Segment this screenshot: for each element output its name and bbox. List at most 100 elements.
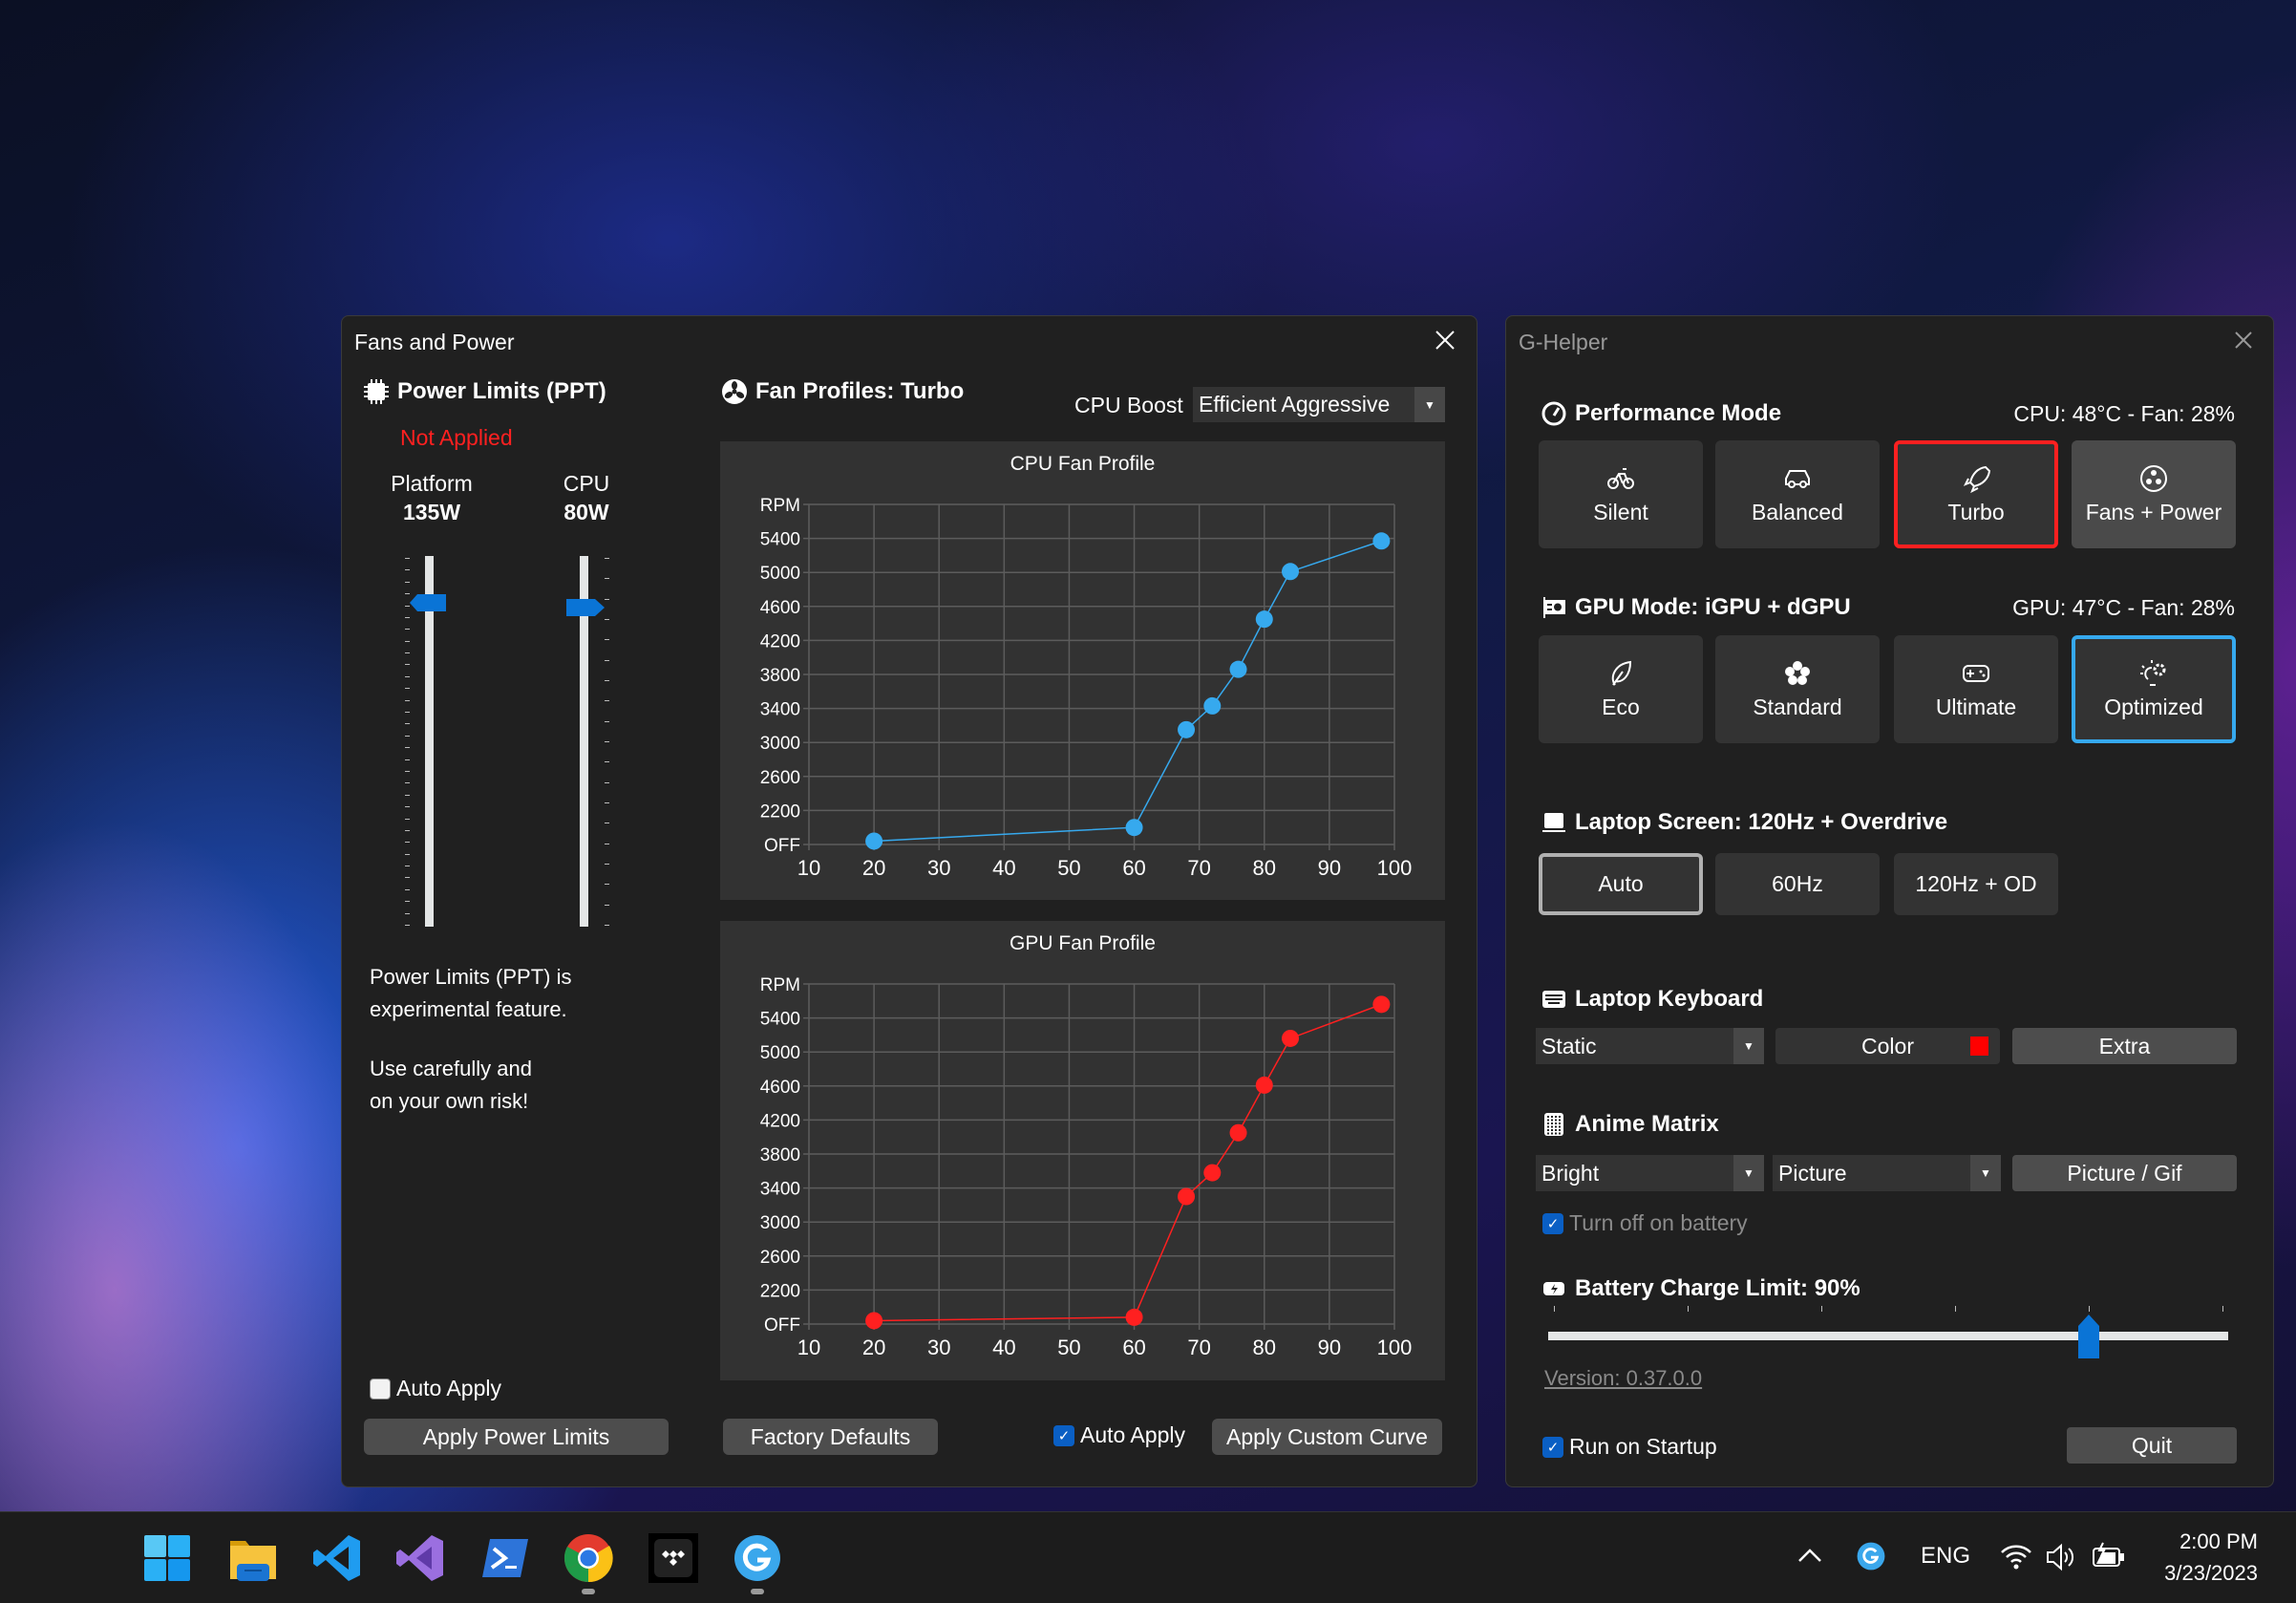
curve-point[interactable] [1125,1308,1143,1326]
chevron-up-icon[interactable] [1796,1547,1823,1564]
curve-point[interactable] [1255,1076,1273,1094]
language-indicator[interactable]: ENG [1921,1543,1971,1569]
mode-button-120hz-od[interactable]: 120Hz + OD [1894,853,2058,915]
keyboard-mode-select[interactable]: Static ▼ [1536,1028,1764,1064]
vscode-icon[interactable] [312,1533,362,1583]
speedometer-icon [1541,401,1566,426]
slider-track[interactable] [425,556,434,927]
quit-button[interactable]: Quit [2067,1427,2237,1464]
run-on-startup-checkbox[interactable]: ✓ Run on Startup [1542,1434,1717,1460]
tidal-icon[interactable] [648,1533,698,1583]
mode-button-ultimate[interactable]: Ultimate [1894,635,2058,743]
ghelper-tray-icon[interactable] [1857,1542,1885,1571]
chevron-down-icon[interactable]: ▼ [1733,1155,1764,1191]
wifi-icon[interactable] [2000,1543,2032,1570]
slider-thumb[interactable] [566,599,605,616]
slider-track[interactable] [580,556,588,927]
slider-tick [605,781,609,783]
check-icon[interactable]: ✓ [1542,1436,1563,1458]
chrome-icon[interactable] [563,1533,613,1583]
curve-point[interactable] [1229,660,1247,678]
close-icon[interactable] [1431,326,1459,354]
visual-studio-icon[interactable] [395,1533,445,1583]
x-tick-label: 70 [1187,1336,1210,1359]
powershell-icon[interactable] [480,1533,530,1583]
curve-point[interactable] [1255,610,1273,629]
performance-mode-header: Performance Mode [1541,400,1781,427]
slider-tick [405,912,410,914]
mode-label: Balanced [1752,500,1843,524]
slider-tick [405,901,410,903]
file-explorer-icon[interactable] [228,1533,278,1583]
mode-button-auto[interactable]: Auto [1539,853,1703,915]
apply-custom-curve-button[interactable]: Apply Custom Curve [1212,1419,1442,1455]
check-icon[interactable]: ✓ [1053,1424,1074,1446]
curve-point[interactable] [1229,1123,1247,1142]
chevron-down-icon[interactable]: ▼ [1970,1155,2001,1191]
curve-point[interactable] [1282,1029,1300,1047]
factory-defaults-button[interactable]: Factory Defaults [723,1419,938,1455]
curve-point[interactable] [1178,1187,1196,1206]
mode-button-silent[interactable]: Silent [1539,440,1703,548]
cpu-fan-plot[interactable]: 10 20 30 40 50 60 70 80 90 100 OFF 2200 2600 3000 3400… [720,441,1445,900]
battery-icon[interactable] [2092,1541,2126,1571]
volume-icon[interactable] [2046,1543,2076,1571]
battery-header: Battery Charge Limit: 90% [1541,1275,1860,1302]
close-icon[interactable] [2229,326,2258,354]
laptop-screen-header: Laptop Screen: 120Hz + Overdrive [1541,809,1947,836]
matrix-icon [1544,1113,1563,1136]
cpu-boost-select[interactable]: Efficient Aggressive ▼ [1193,387,1445,422]
clock[interactable]: 2:00 PM 3/23/2023 [2164,1529,2258,1585]
chevron-down-icon[interactable]: ▼ [1733,1028,1764,1064]
mode-button-optimized[interactable]: Optimized [2072,635,2236,743]
windows-start-icon[interactable] [142,1533,192,1583]
gpu-fan-plot[interactable]: 10 20 30 40 50 60 70 80 90 100 OFF 2200 2600 3000 3400… [720,921,1445,1380]
turn-off-on-battery-checkbox[interactable]: ✓ Turn off on battery [1542,1210,1748,1236]
x-tick-label: 80 [1253,856,1276,880]
anime-brightness-select[interactable]: Bright ▼ [1536,1155,1764,1191]
curve-point[interactable] [865,1312,883,1330]
curve-point[interactable] [865,832,883,850]
x-tick-label: 10 [797,856,820,880]
mode-button-fans-power[interactable]: Fans + Power [2072,440,2236,548]
y-tick-label: RPM [760,975,800,995]
anime-mode-select[interactable]: Picture ▼ [1773,1155,2001,1191]
curve-point[interactable] [1372,532,1391,550]
checkbox-box[interactable] [370,1378,391,1400]
keyboard-extra-button[interactable]: Extra [2012,1028,2237,1064]
y-tick-label: RPM [760,496,800,516]
mode-button-balanced[interactable]: Balanced [1715,440,1880,548]
slider-track[interactable] [1548,1332,2228,1340]
check-icon[interactable]: ✓ [1542,1212,1563,1234]
curve-point[interactable] [1372,995,1391,1014]
slider-thumb[interactable] [2078,1314,2099,1358]
curve-point[interactable] [1125,819,1143,837]
curve-point[interactable] [1203,1164,1222,1182]
auto-apply-curve-checkbox[interactable]: ✓ Auto Apply [1053,1422,1185,1448]
mode-button-standard[interactable]: Standard [1715,635,1880,743]
lightbulb-gear-icon [2140,660,2166,686]
picture-gif-button[interactable]: Picture / Gif [2012,1155,2237,1191]
mode-button-eco[interactable]: Eco [1539,635,1703,743]
chevron-down-icon[interactable]: ▼ [1414,387,1445,422]
slider-tick [405,759,410,760]
auto-apply-power-checkbox[interactable]: Auto Apply [370,1376,501,1401]
flower-icon [1785,661,1810,685]
slider-tick [405,723,410,725]
slider-thumb[interactable] [410,594,446,611]
curve-point[interactable] [1282,563,1300,581]
ghelper-icon[interactable] [733,1533,782,1583]
curve-point[interactable] [1203,696,1222,715]
cpu-label: CPU [563,471,610,496]
bicycle-icon [1607,468,1634,489]
platform-label: Platform [391,471,473,496]
mode-button-turbo[interactable]: Turbo [1894,440,2058,548]
version-link[interactable]: Version: 0.37.0.0 [1544,1366,1703,1390]
apply-power-limits-button[interactable]: Apply Power Limits [364,1419,669,1455]
curve-point[interactable] [1178,720,1196,738]
slider-tick [405,818,410,820]
slider-tick [605,864,609,865]
x-tick-label: 20 [862,856,885,880]
keyboard-color-button[interactable]: Color [1775,1028,2000,1064]
mode-button-60hz[interactable]: 60Hz [1715,853,1880,915]
